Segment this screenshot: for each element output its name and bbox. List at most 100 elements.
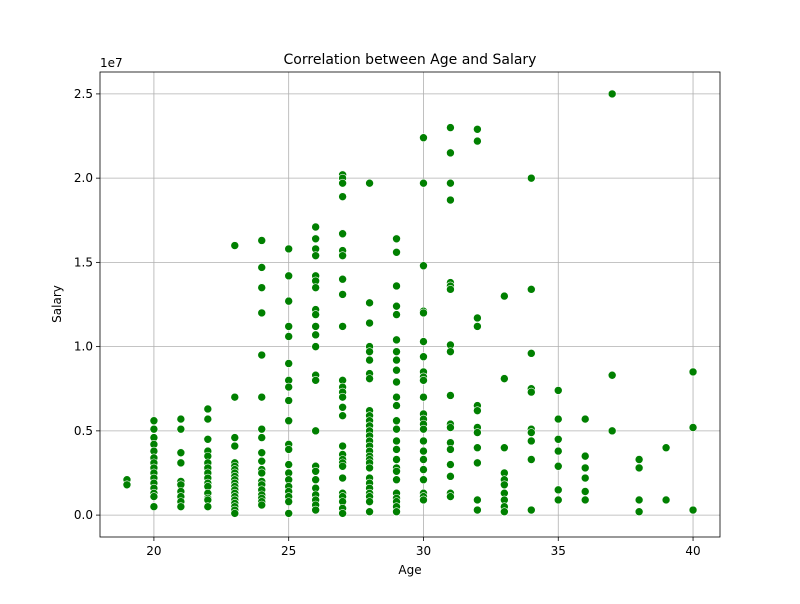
data-point bbox=[419, 424, 428, 434]
data-point bbox=[257, 424, 267, 434]
data-point bbox=[338, 290, 347, 299]
data-point bbox=[446, 178, 455, 188]
data-point bbox=[311, 283, 320, 292]
data-point bbox=[419, 495, 428, 505]
data-point bbox=[338, 461, 347, 471]
data-point bbox=[446, 445, 455, 454]
data-point bbox=[392, 436, 401, 446]
data-point bbox=[527, 428, 536, 437]
data-point bbox=[392, 234, 401, 244]
data-point bbox=[446, 472, 455, 481]
chart-title: Correlation between Age and Salary bbox=[284, 52, 537, 68]
y-tick-label: 1.5 bbox=[74, 255, 93, 269]
data-point bbox=[553, 485, 563, 495]
data-point bbox=[473, 124, 482, 134]
data-point bbox=[230, 433, 240, 442]
data-point bbox=[230, 392, 240, 402]
data-point bbox=[338, 229, 347, 239]
data-point bbox=[419, 308, 428, 318]
data-point bbox=[338, 411, 347, 420]
data-point bbox=[634, 455, 644, 464]
data-point bbox=[149, 416, 159, 426]
data-point bbox=[203, 502, 213, 511]
data-point bbox=[284, 445, 293, 454]
data-point bbox=[527, 349, 536, 358]
data-point bbox=[176, 424, 186, 434]
x-axis-label: Age bbox=[398, 563, 421, 577]
data-point bbox=[527, 387, 536, 397]
data-point bbox=[419, 475, 428, 485]
data-point bbox=[284, 271, 293, 281]
data-point bbox=[284, 509, 293, 518]
data-point bbox=[500, 374, 509, 383]
data-point bbox=[230, 509, 240, 518]
data-point bbox=[419, 392, 428, 402]
data-point bbox=[311, 505, 320, 515]
data-point bbox=[419, 133, 428, 143]
data-point bbox=[607, 370, 617, 380]
data-point bbox=[338, 473, 347, 483]
data-point bbox=[473, 495, 482, 505]
data-points bbox=[122, 89, 698, 518]
data-point bbox=[419, 436, 428, 446]
data-point bbox=[419, 465, 428, 474]
data-point bbox=[122, 480, 132, 490]
data-point bbox=[527, 436, 536, 446]
data-point bbox=[338, 192, 347, 201]
data-point bbox=[365, 463, 374, 473]
data-point bbox=[419, 446, 428, 456]
data-point bbox=[284, 244, 293, 254]
data-point bbox=[392, 416, 401, 426]
data-point bbox=[527, 505, 536, 515]
data-point bbox=[634, 495, 644, 505]
y-axis-label: Salary bbox=[50, 285, 64, 323]
data-point bbox=[284, 396, 293, 405]
data-point bbox=[176, 458, 186, 468]
data-point bbox=[257, 433, 267, 442]
y-tick-label: 2.0 bbox=[74, 171, 93, 185]
data-point bbox=[311, 342, 320, 351]
y-tick-label: 2.5 bbox=[74, 87, 93, 101]
data-point bbox=[257, 448, 267, 458]
data-point bbox=[553, 386, 563, 395]
data-point bbox=[257, 392, 267, 402]
data-point bbox=[338, 322, 347, 331]
data-point bbox=[607, 426, 617, 436]
data-point bbox=[527, 455, 536, 464]
data-point bbox=[392, 507, 401, 517]
data-point bbox=[149, 502, 159, 511]
data-point bbox=[500, 291, 509, 301]
data-point bbox=[311, 330, 320, 340]
data-point bbox=[230, 241, 240, 250]
data-point bbox=[284, 332, 293, 341]
data-point bbox=[661, 443, 671, 453]
data-point bbox=[284, 322, 293, 331]
data-point bbox=[446, 460, 455, 469]
data-point bbox=[257, 283, 267, 292]
data-point bbox=[365, 298, 374, 308]
data-point bbox=[257, 468, 267, 478]
axis-ticks: 20 25 30 35 40 0.0 0.5 1.0 1.5 2.0 2.5 bbox=[74, 87, 701, 558]
data-point bbox=[257, 263, 267, 272]
data-point bbox=[419, 178, 428, 188]
data-point bbox=[365, 318, 374, 328]
data-point bbox=[392, 335, 401, 345]
x-tick-label: 30 bbox=[416, 544, 431, 558]
data-point bbox=[284, 497, 293, 506]
y-axis-offset-label: 1e7 bbox=[100, 56, 123, 70]
data-point bbox=[446, 391, 455, 400]
data-point bbox=[446, 423, 455, 432]
data-point bbox=[446, 148, 455, 158]
data-point bbox=[257, 308, 267, 318]
data-point bbox=[500, 443, 509, 453]
x-tick-label: 25 bbox=[281, 544, 296, 558]
data-point bbox=[473, 136, 482, 146]
data-point bbox=[419, 261, 428, 271]
data-point bbox=[688, 505, 698, 515]
data-point bbox=[553, 414, 563, 424]
data-point bbox=[500, 480, 509, 490]
data-point bbox=[553, 434, 563, 444]
data-point bbox=[634, 463, 644, 473]
data-point bbox=[446, 492, 455, 501]
